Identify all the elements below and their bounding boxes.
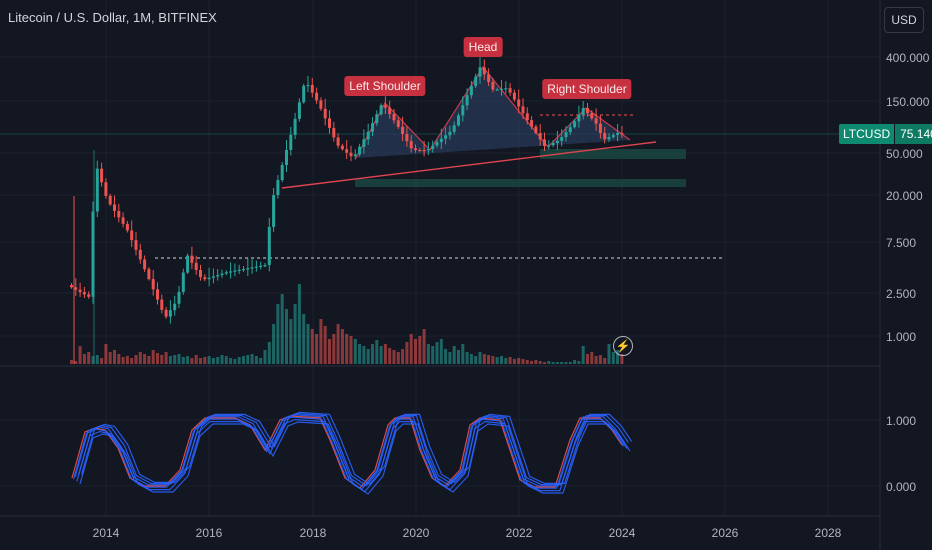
lightning-icon[interactable]: ⚡ (613, 336, 633, 356)
candlestick-series (70, 57, 624, 364)
time-axis-label: 2018 (299, 526, 327, 540)
time-axis-label: 2028 (814, 526, 842, 540)
symbol-label: LTCUSD (839, 124, 895, 144)
oscillator-axis-label: 1.000 (886, 414, 917, 428)
time-axis-label: 2024 (608, 526, 636, 540)
price-axis-label: 20.000 (886, 189, 923, 203)
time-axis-label: 2022 (505, 526, 533, 540)
time-axis-label: 2016 (195, 526, 223, 540)
price-axis-label: 7.500 (886, 236, 917, 250)
price-value: 75.140 (894, 124, 932, 144)
price-axis-label: 400.000 (886, 51, 930, 65)
volume-bars (70, 284, 624, 364)
left-shoulder-label: Left Shoulder (344, 76, 426, 96)
oscillator-lines (71, 411, 633, 495)
time-axis-label: 2014 (92, 526, 120, 540)
price-axis-label: 2.500 (886, 287, 917, 301)
right-shoulder-label: Right Shoulder (542, 79, 632, 99)
price-axis-label: 50.000 (886, 147, 923, 161)
head-label: Head (463, 37, 503, 57)
neckline (281, 141, 657, 189)
support-zone-lower (355, 179, 686, 187)
current-price-tag: LTCUSD 75.140 (839, 124, 932, 144)
time-axis-label: 2020 (402, 526, 430, 540)
time-axis-label: 2026 (711, 526, 739, 540)
chart-title: Litecoin / U.S. Dollar, 1M, BITFINEX (8, 10, 217, 25)
support-zone-upper (540, 149, 686, 159)
currency-button[interactable]: USD (884, 7, 924, 33)
price-axis-label: 150.000 (886, 95, 930, 109)
price-axis-label: 1.000 (886, 330, 917, 344)
oscillator-axis-label: 0.000 (886, 480, 917, 494)
